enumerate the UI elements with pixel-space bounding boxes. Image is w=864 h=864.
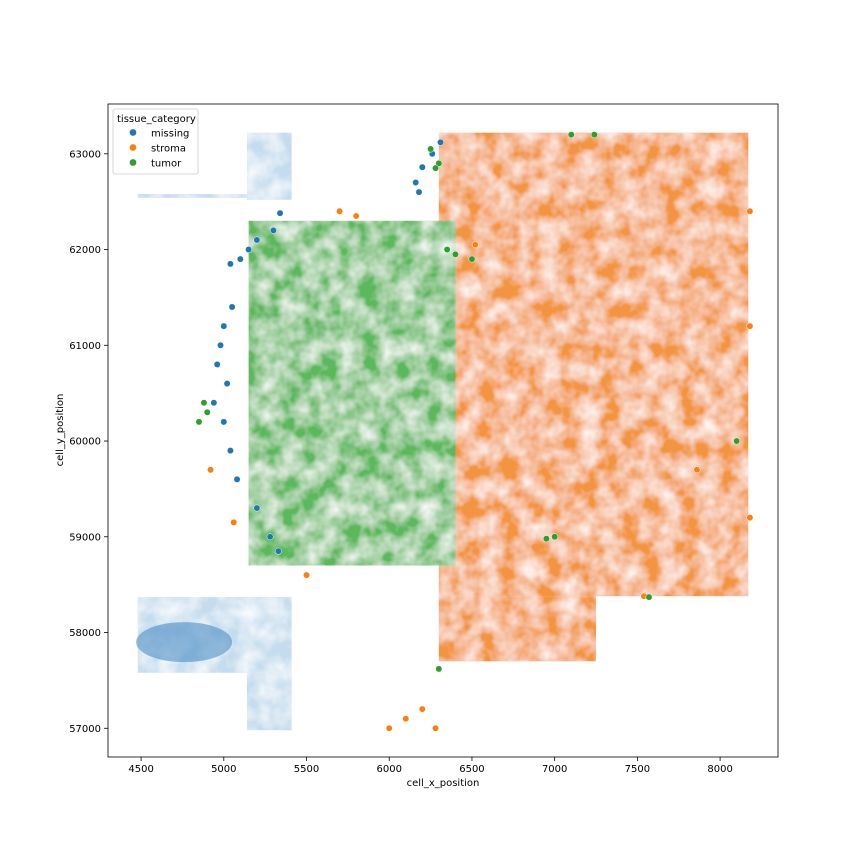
missing-dense-patch (136, 622, 233, 663)
missing-point (220, 418, 228, 426)
missing-region (246, 132, 292, 200)
stroma-point (746, 514, 754, 522)
x-tick-label: 5000 (211, 764, 236, 775)
stroma-point (693, 466, 701, 474)
missing-point (415, 188, 423, 196)
legend-label-tumor: tumor (151, 159, 182, 170)
legend-marker-tumor (129, 158, 137, 167)
y-axis-ticks: 57000 58000 59000 60000 61000 62000 63000 (69, 149, 108, 735)
tumor-region (248, 220, 456, 566)
missing-point (418, 163, 426, 171)
missing-point (228, 303, 236, 311)
tumor-point (427, 145, 435, 153)
x-tick-label: 7000 (542, 764, 567, 775)
missing-point (269, 226, 277, 234)
x-tick-label: 4500 (128, 764, 153, 775)
legend-title: tissue_category (117, 114, 196, 125)
stroma-point (230, 518, 238, 526)
missing-point (253, 504, 261, 512)
missing-region (246, 672, 292, 731)
x-tick-label: 8000 (707, 764, 732, 775)
stroma-point (207, 466, 215, 474)
stroma-point (746, 207, 754, 215)
stroma-point (336, 207, 344, 215)
y-tick-label: 60000 (69, 437, 101, 448)
y-tick-label: 58000 (69, 628, 101, 639)
stroma-region (438, 132, 749, 597)
missing-point (220, 322, 228, 330)
missing-point (223, 380, 231, 388)
missing-point (253, 236, 261, 244)
legend-marker-stroma (129, 143, 137, 152)
missing-point (210, 399, 218, 407)
tumor-point (435, 159, 443, 167)
missing-point (412, 179, 420, 186)
y-tick-label: 57000 (69, 724, 101, 735)
x-tick-label: 6000 (377, 764, 402, 775)
stroma-point (385, 724, 393, 732)
stroma-point (352, 212, 360, 220)
missing-point (266, 533, 274, 541)
stroma-point (402, 715, 410, 723)
stroma-point (432, 724, 440, 732)
missing-point (245, 246, 253, 253)
stroma-point (303, 571, 310, 579)
y-tick-label: 61000 (69, 341, 101, 352)
tumor-point (435, 665, 443, 673)
tumor-point (203, 408, 211, 416)
stroma-point (746, 322, 754, 330)
legend: tissue_category missing stroma tumor (112, 108, 199, 175)
missing-point (233, 475, 241, 483)
missing-region (137, 194, 247, 198)
x-tick-label: 6500 (459, 764, 484, 775)
plot-frame (107, 103, 779, 758)
missing-point (236, 255, 244, 263)
tumor-point (542, 535, 550, 543)
x-axis-title: cell_x_position (407, 778, 480, 789)
missing-point (276, 209, 284, 217)
tumor-point (432, 164, 440, 172)
missing-point (274, 547, 282, 555)
stroma-point (471, 241, 479, 249)
data-regions (136, 132, 749, 731)
legend-box (112, 108, 199, 175)
tumor-point (733, 437, 741, 445)
tumor-point (567, 131, 575, 139)
y-tick-label: 59000 (69, 532, 101, 543)
missing-point (226, 447, 234, 455)
tumor-point (590, 131, 598, 139)
x-tick-label: 5500 (294, 764, 319, 775)
y-tick-label: 63000 (69, 149, 101, 160)
legend-label-stroma: stroma (151, 144, 186, 155)
legend-marker-missing (129, 128, 137, 137)
stroma-point (418, 705, 426, 713)
tumor-point (451, 250, 459, 258)
y-axis-title: cell_y_position (55, 394, 66, 467)
missing-point (213, 360, 221, 368)
data-points (195, 131, 754, 732)
x-tick-label: 7500 (625, 764, 650, 775)
legend-label-missing: missing (151, 129, 189, 140)
tumor-point (551, 533, 559, 541)
tumor-point (200, 399, 208, 407)
missing-point (437, 138, 444, 146)
missing-point (226, 260, 234, 268)
tumor-point (468, 255, 476, 263)
missing-point (217, 341, 224, 349)
y-tick-label: 62000 (69, 245, 101, 256)
tumor-point (443, 246, 451, 253)
stroma-region (438, 596, 597, 662)
x-axis-ticks: 4500 5000 5500 6000 6500 7000 7500 8000 (128, 757, 733, 775)
tumor-point (645, 593, 653, 601)
tumor-point (195, 418, 203, 426)
